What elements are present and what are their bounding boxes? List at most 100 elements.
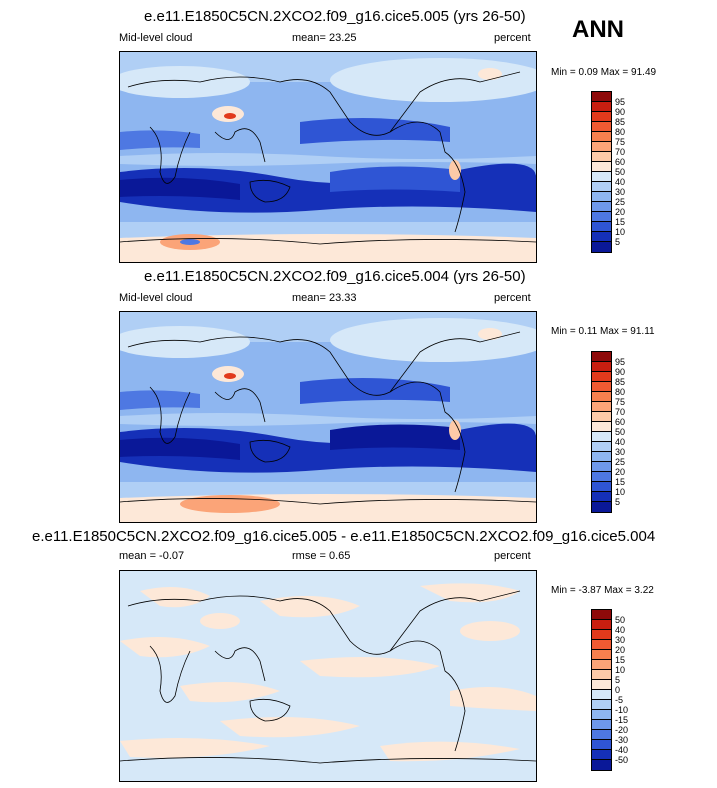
colorbar-swatch [592,232,611,242]
panel2-minmax: Min = 0.11 Max = 91.11 [551,326,655,337]
panel2-variable: Mid-level cloud [119,292,193,304]
colorbar-tick-label: -5 [615,695,624,705]
colorbar-tick-label: 25 [615,457,626,467]
colorbar-tick-label: -20 [615,725,629,735]
colorbar-tick-label: 95 [615,97,626,107]
colorbar-tick-label: -30 [615,735,629,745]
colorbar-swatch [592,132,611,142]
panel3-rmse: rmse = 0.65 [292,550,351,562]
panel1-mean: mean= 23.25 [292,32,357,44]
colorbar-tick-label: 50 [615,167,626,177]
colorbar-swatch [592,142,611,152]
panel2-mean: mean= 23.33 [292,292,357,304]
colorbar-tick-label: 60 [615,417,626,427]
colorbar-swatch [592,352,611,362]
colorbar-swatch [592,472,611,482]
colorbar-tick-label: 30 [615,187,626,197]
colorbar-tick-label: 25 [615,197,626,207]
colorbar-swatch [592,432,611,442]
colorbar-tick-label: 80 [615,127,626,137]
colorbar-swatch [592,422,611,432]
panel3-mean: mean = -0.07 [119,550,185,562]
colorbar-swatch [592,202,611,212]
colorbar-swatch [592,610,611,620]
colorbar-swatch [592,452,611,462]
colorbar-swatch [592,740,611,750]
colorbar-swatch [592,182,611,192]
colorbar-swatch [592,730,611,740]
colorbar-tick-label: 80 [615,387,626,397]
colorbar-swatch [592,112,611,122]
colorbar-tick-label: 0 [615,685,621,695]
colorbar-tick-label: 85 [615,377,626,387]
colorbar-tick-label: 50 [615,615,626,625]
colorbar-swatch [592,242,611,252]
colorbar-swatch [592,412,611,422]
panel2-units: percent [494,292,531,304]
colorbar-swatch [592,162,611,172]
colorbar-swatch [592,660,611,670]
colorbar-tick-label: 20 [615,207,626,217]
panel2-map [119,311,537,523]
colorbar-tick-label: -15 [615,715,629,725]
colorbar-swatch [592,92,611,102]
colorbar-swatch [592,700,611,710]
colorbar-tick-label: 75 [615,397,626,407]
colorbar-tick-label: 40 [615,437,626,447]
colorbar-swatch [592,402,611,412]
colorbar-swatch [592,680,611,690]
colorbar-swatch [592,690,611,700]
colorbar-tick-label: 5 [615,237,621,247]
colorbar-swatch [592,650,611,660]
panel2-colorbar [591,351,612,513]
colorbar-tick-label: 15 [615,477,626,487]
colorbar-swatch [592,212,611,222]
panel1-variable: Mid-level cloud [119,32,193,44]
colorbar-swatch [592,152,611,162]
colorbar-tick-label: 20 [615,467,626,477]
panel1-title: e.e11.E1850C5CN.2XCO2.f09_g16.cice5.005 … [144,8,526,25]
colorbar-tick-label: -40 [615,745,629,755]
colorbar-swatch [592,372,611,382]
colorbar-tick-label: 15 [615,217,626,227]
colorbar-swatch [592,192,611,202]
colorbar-tick-label: 40 [615,625,626,635]
colorbar-tick-label: 75 [615,137,626,147]
panel3-minmax: Min = -3.87 Max = 3.22 [551,585,654,596]
colorbar-swatch [592,710,611,720]
colorbar-tick-label: 95 [615,357,626,367]
colorbar-tick-label: 5 [615,675,621,685]
colorbar-swatch [592,102,611,112]
colorbar-tick-label: 30 [615,447,626,457]
colorbar-tick-label: 90 [615,107,626,117]
panel2-title: e.e11.E1850C5CN.2XCO2.f09_g16.cice5.004 … [144,268,526,285]
colorbar-tick-label: 90 [615,367,626,377]
colorbar-tick-label: 30 [615,635,626,645]
colorbar-swatch [592,750,611,760]
colorbar-swatch [592,502,611,512]
colorbar-swatch [592,442,611,452]
panel1-map [119,51,537,263]
colorbar-swatch [592,630,611,640]
colorbar-tick-label: 85 [615,117,626,127]
colorbar-tick-label: 70 [615,147,626,157]
colorbar-tick-label: -10 [615,705,629,715]
colorbar-tick-label: 10 [615,487,626,497]
colorbar-swatch [592,382,611,392]
colorbar-swatch [592,122,611,132]
colorbar-tick-label: 10 [615,665,626,675]
colorbar-swatch [592,172,611,182]
colorbar-swatch [592,362,611,372]
panel1-units: percent [494,32,531,44]
colorbar-tick-label: -50 [615,755,629,765]
colorbar-swatch [592,462,611,472]
colorbar-swatch [592,482,611,492]
colorbar-swatch [592,670,611,680]
panel1-minmax: Min = 0.09 Max = 91.49 [551,67,657,78]
colorbar-tick-label: 50 [615,427,626,437]
colorbar-tick-label: 10 [615,227,626,237]
colorbar-swatch [592,392,611,402]
season-label: ANN [572,16,624,43]
colorbar-swatch [592,222,611,232]
panel3-units: percent [494,550,531,562]
